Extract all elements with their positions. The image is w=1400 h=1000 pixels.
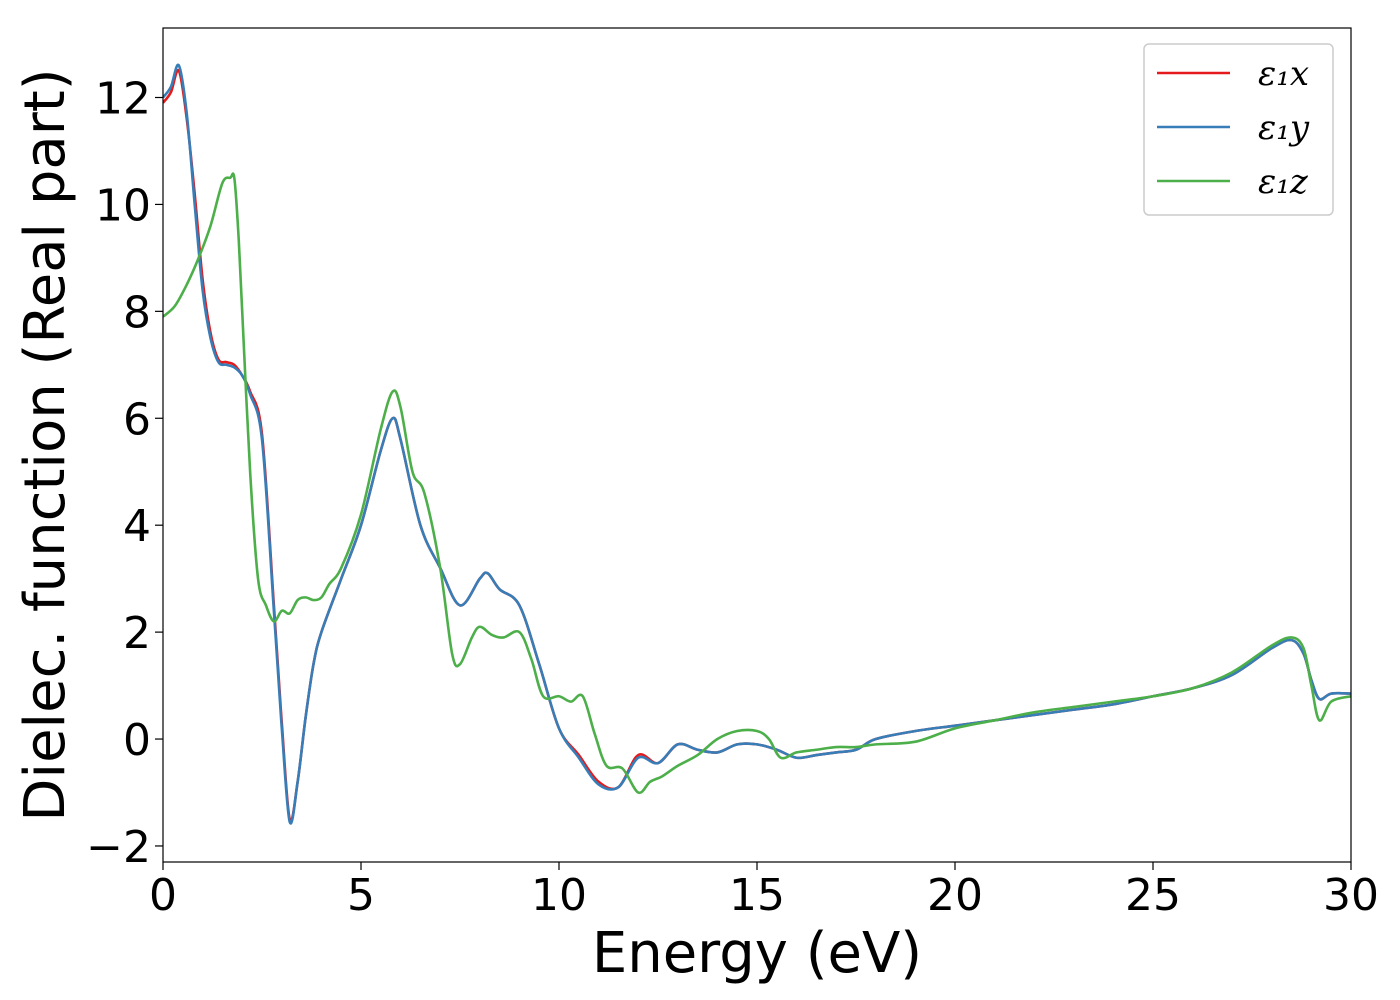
x-axis-label: Energy (eV) bbox=[592, 921, 922, 986]
x-tick-label: 0 bbox=[149, 870, 177, 921]
series-layer bbox=[163, 63, 1351, 825]
legend-label-y: ε₁y bbox=[1258, 108, 1310, 148]
y-tick-label: 8 bbox=[123, 287, 151, 338]
y-tick-label: −2 bbox=[86, 822, 151, 873]
series-line-eps1z bbox=[163, 172, 1351, 795]
legend: ε₁x ε₁y ε₁z bbox=[1143, 43, 1334, 216]
y-tick-label: 4 bbox=[123, 501, 151, 552]
y-tick-label: 12 bbox=[95, 74, 151, 125]
y-tick-label: 6 bbox=[123, 394, 151, 445]
y-tick-label: 10 bbox=[95, 180, 151, 231]
x-tick-label: 20 bbox=[927, 870, 983, 921]
legend-box bbox=[1143, 43, 1334, 216]
y-axis: −2 0 2 4 6 8 10 12 bbox=[86, 74, 163, 873]
x-tick-label: 30 bbox=[1323, 870, 1379, 921]
x-tick-label: 25 bbox=[1125, 870, 1181, 921]
y-tick-label: 0 bbox=[123, 715, 151, 766]
legend-label-x: ε₁x bbox=[1258, 54, 1309, 94]
y-tick-label: 2 bbox=[123, 608, 151, 659]
y-axis-label: Dielec. function (Real part) bbox=[13, 68, 78, 821]
x-tick-label: 15 bbox=[729, 870, 785, 921]
x-axis: 0 5 10 15 20 25 30 bbox=[149, 862, 1379, 921]
x-tick-label: 10 bbox=[531, 870, 587, 921]
legend-label-z: ε₁z bbox=[1258, 162, 1309, 202]
x-tick-label: 5 bbox=[347, 870, 375, 921]
series-line-eps1y bbox=[163, 63, 1351, 825]
